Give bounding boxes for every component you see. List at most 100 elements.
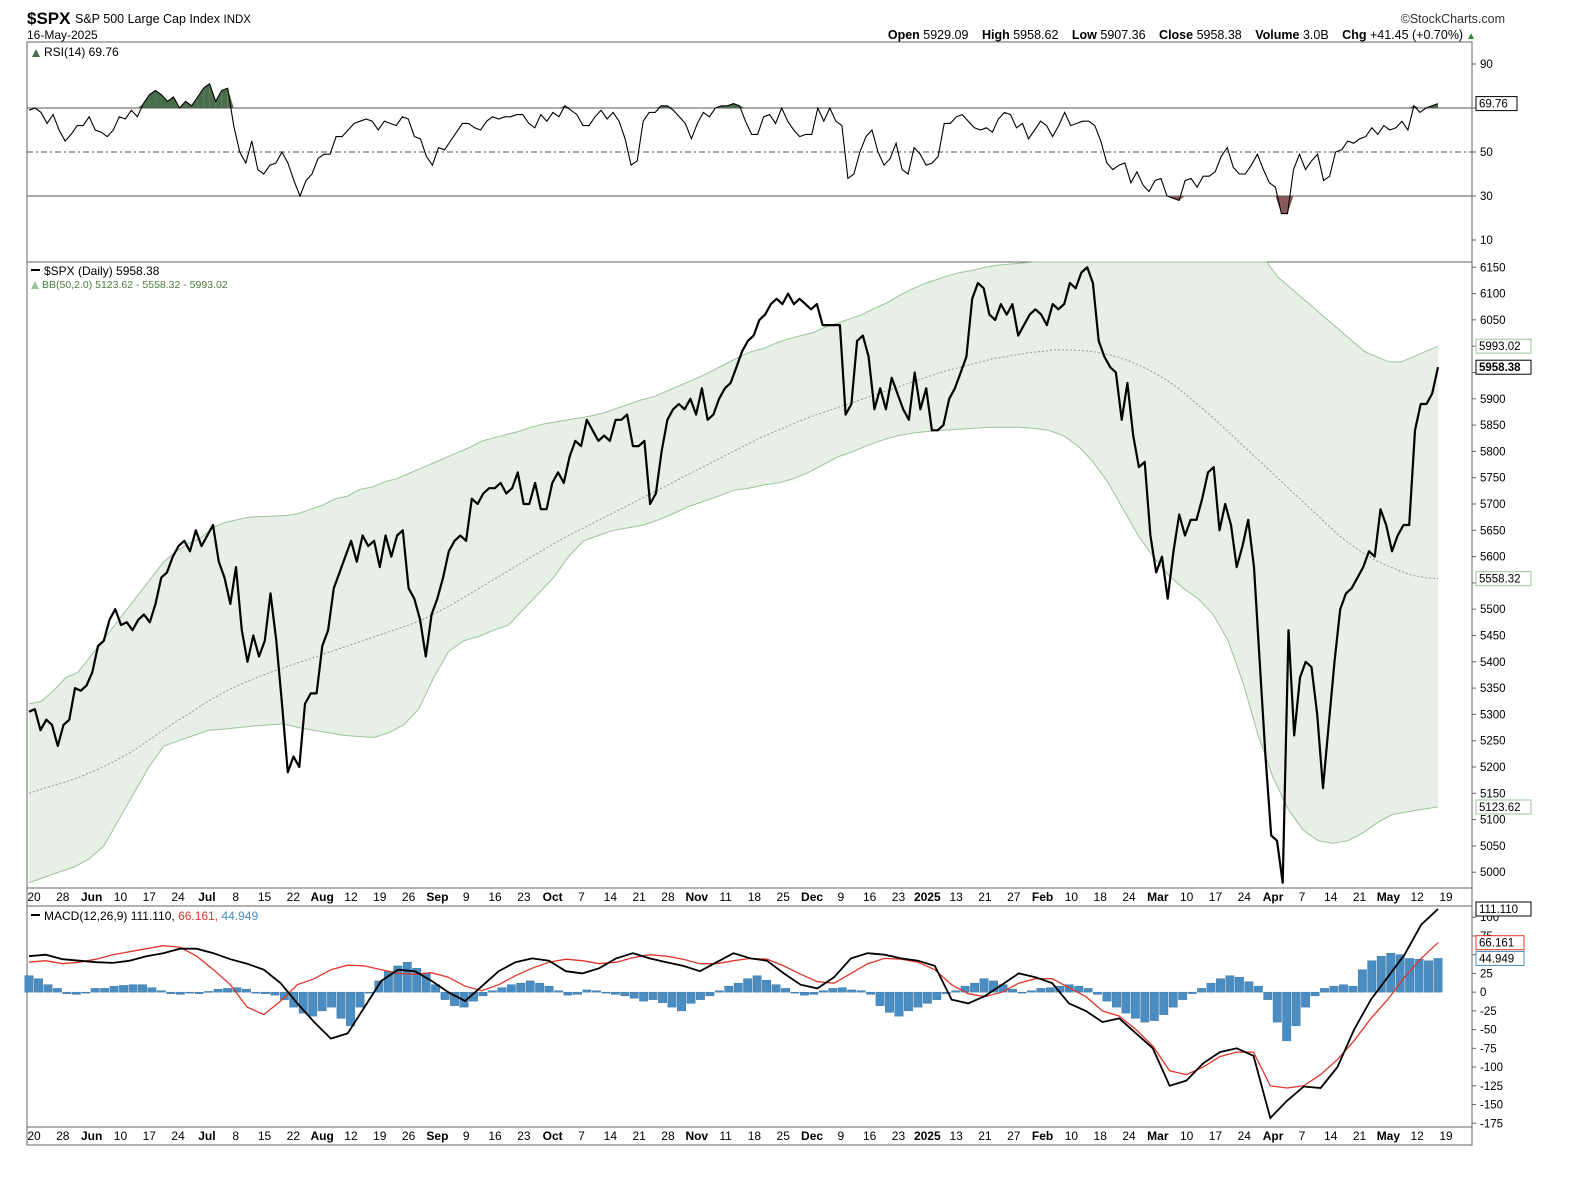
rsi-legend: RSI(14) 69.76: [44, 45, 119, 59]
macd-histogram-bar: [620, 991, 630, 997]
macd-histogram-bar: [270, 991, 280, 996]
date-axis-label: Feb: [1032, 1129, 1053, 1143]
date-axis-label: 12: [344, 890, 358, 904]
price-axis-tick-label: 5750: [1480, 473, 1506, 485]
macd-histogram-bar: [185, 991, 195, 994]
macd-histogram-bar: [535, 982, 545, 993]
macd-histogram-bar: [1263, 991, 1273, 1000]
macd-histogram-bar: [724, 985, 734, 993]
price-axis-tick-label: 5850: [1480, 420, 1506, 432]
macd-histogram-bar: [1414, 958, 1424, 993]
date-axis-label: 26: [402, 1129, 416, 1143]
macd-histogram-bar: [52, 988, 62, 993]
date-axis-label: 8: [232, 890, 239, 904]
date-axis-label: 21: [632, 890, 646, 904]
date-axis-label: 19: [373, 890, 387, 904]
rsi-overbought-fill: [161, 94, 168, 108]
macd-histogram-bar: [544, 985, 554, 993]
rsi-overbought-fill: [197, 88, 204, 108]
macd-histogram-bar: [762, 979, 772, 993]
chg-up-arrow-icon: ▲: [1466, 31, 1476, 42]
price-axis-tick-label: 5500: [1480, 604, 1506, 616]
macd-histogram-bar: [1320, 988, 1329, 993]
rsi-overbought-fill: [739, 105, 746, 108]
quote-strip: Open 5929.09 High 5958.62 Low 5907.36 Cl…: [888, 28, 1476, 42]
macd-histogram-bar: [1168, 991, 1178, 1008]
macd-histogram-bar: [1357, 969, 1367, 993]
rsi-value-tag-box: [1475, 96, 1518, 112]
date-axis-label: 21: [978, 890, 992, 904]
date-axis-label: Apr: [1263, 890, 1284, 904]
date-axis-label: 24: [1122, 890, 1136, 904]
macd-histogram-bar: [885, 991, 894, 1013]
macd-histogram-bar: [733, 982, 743, 993]
date-axis-label: 21: [632, 1129, 646, 1143]
date-axis-label: 13: [949, 890, 963, 904]
macd-histogram-bar: [194, 991, 204, 994]
date-axis-label: Feb: [1032, 890, 1053, 904]
macd-histogram-bar: [970, 982, 980, 993]
macd-histogram-bar: [156, 990, 166, 993]
date-axis-band-bottom: [26, 1126, 1473, 1146]
macd-histogram-bar: [781, 988, 790, 993]
macd-histogram-bar: [279, 991, 289, 1000]
macd-histogram-bar: [1301, 991, 1311, 1008]
signal-value-tag: 66.161: [1479, 938, 1514, 950]
macd-histogram-bar: [166, 991, 176, 994]
macd-histogram-bar: [402, 961, 412, 993]
macd-legend-part: 111.110,: [131, 909, 178, 923]
date-axis-label: Jul: [198, 1129, 215, 1143]
macd-axis-tick-label: 25: [1480, 968, 1493, 980]
date-axis-label: 19: [1439, 1129, 1453, 1143]
rsi-axis-tick-label: 10: [1480, 235, 1493, 247]
rsi-overbought-fill: [203, 83, 210, 108]
macd-histogram-bar: [591, 990, 601, 993]
date-axis-band: [26, 887, 1473, 907]
macd-histogram-bar: [837, 987, 847, 993]
date-axis-label: 27: [1007, 1129, 1021, 1143]
macd-histogram-bar: [393, 965, 403, 993]
macd-histogram-bar: [525, 980, 535, 993]
macd-histogram-bar: [818, 990, 828, 993]
date-axis-label: 17: [1209, 890, 1223, 904]
date-axis-label: 24: [171, 890, 185, 904]
macd-histogram-bar: [1017, 991, 1027, 994]
date-axis-label: 20: [27, 890, 41, 904]
macd-histogram-bar: [1282, 991, 1292, 1042]
macd-histogram-bar: [979, 978, 989, 993]
date-axis-label: Mar: [1147, 890, 1169, 904]
price-axis-tick-label: 5800: [1480, 446, 1506, 458]
macd-histogram-bar: [771, 984, 781, 993]
macd-histogram-bar: [1036, 988, 1046, 993]
date-axis-label: 7: [1299, 890, 1306, 904]
date-axis-label: 17: [143, 890, 157, 904]
rsi-legend-icon: [32, 49, 40, 57]
macd-histogram-bar: [1244, 981, 1254, 993]
macd-histogram-bar: [440, 991, 450, 1000]
macd-histogram-bar: [487, 990, 497, 993]
rsi-overbought-fill: [149, 90, 156, 108]
macd-histogram-bar: [1348, 985, 1358, 993]
macd-histogram-bar: [1310, 991, 1320, 997]
brand-link[interactable]: ©StockCharts.com: [1400, 12, 1505, 26]
macd-histogram-bar: [506, 984, 516, 993]
date-axis-label: 10: [1065, 890, 1079, 904]
date-axis-label: 7: [578, 890, 585, 904]
date-axis-label: Nov: [685, 1129, 708, 1143]
macd-histogram-bar: [695, 991, 705, 1000]
macd-histogram-bar: [1329, 985, 1339, 993]
close-label: Close: [1159, 28, 1194, 42]
macd-histogram-bar: [1291, 991, 1301, 1027]
date-axis-label: Jun: [81, 890, 102, 904]
date-axis-label: 9: [463, 890, 470, 904]
date-axis-label: 12: [1411, 1129, 1425, 1143]
price-axis-tick-label: 5350: [1480, 683, 1506, 695]
macd-axis-tick-label: -175: [1480, 1118, 1503, 1130]
macd-histogram-bar: [43, 984, 53, 993]
macd-histogram-bar: [1093, 991, 1102, 995]
macd-histogram-bar: [648, 991, 658, 1000]
macd-histogram-bar: [34, 978, 43, 993]
price-axis-tick-label: 5150: [1480, 788, 1506, 800]
date-axis-label: 22: [287, 1129, 301, 1143]
macd-histogram-bar: [100, 988, 110, 993]
